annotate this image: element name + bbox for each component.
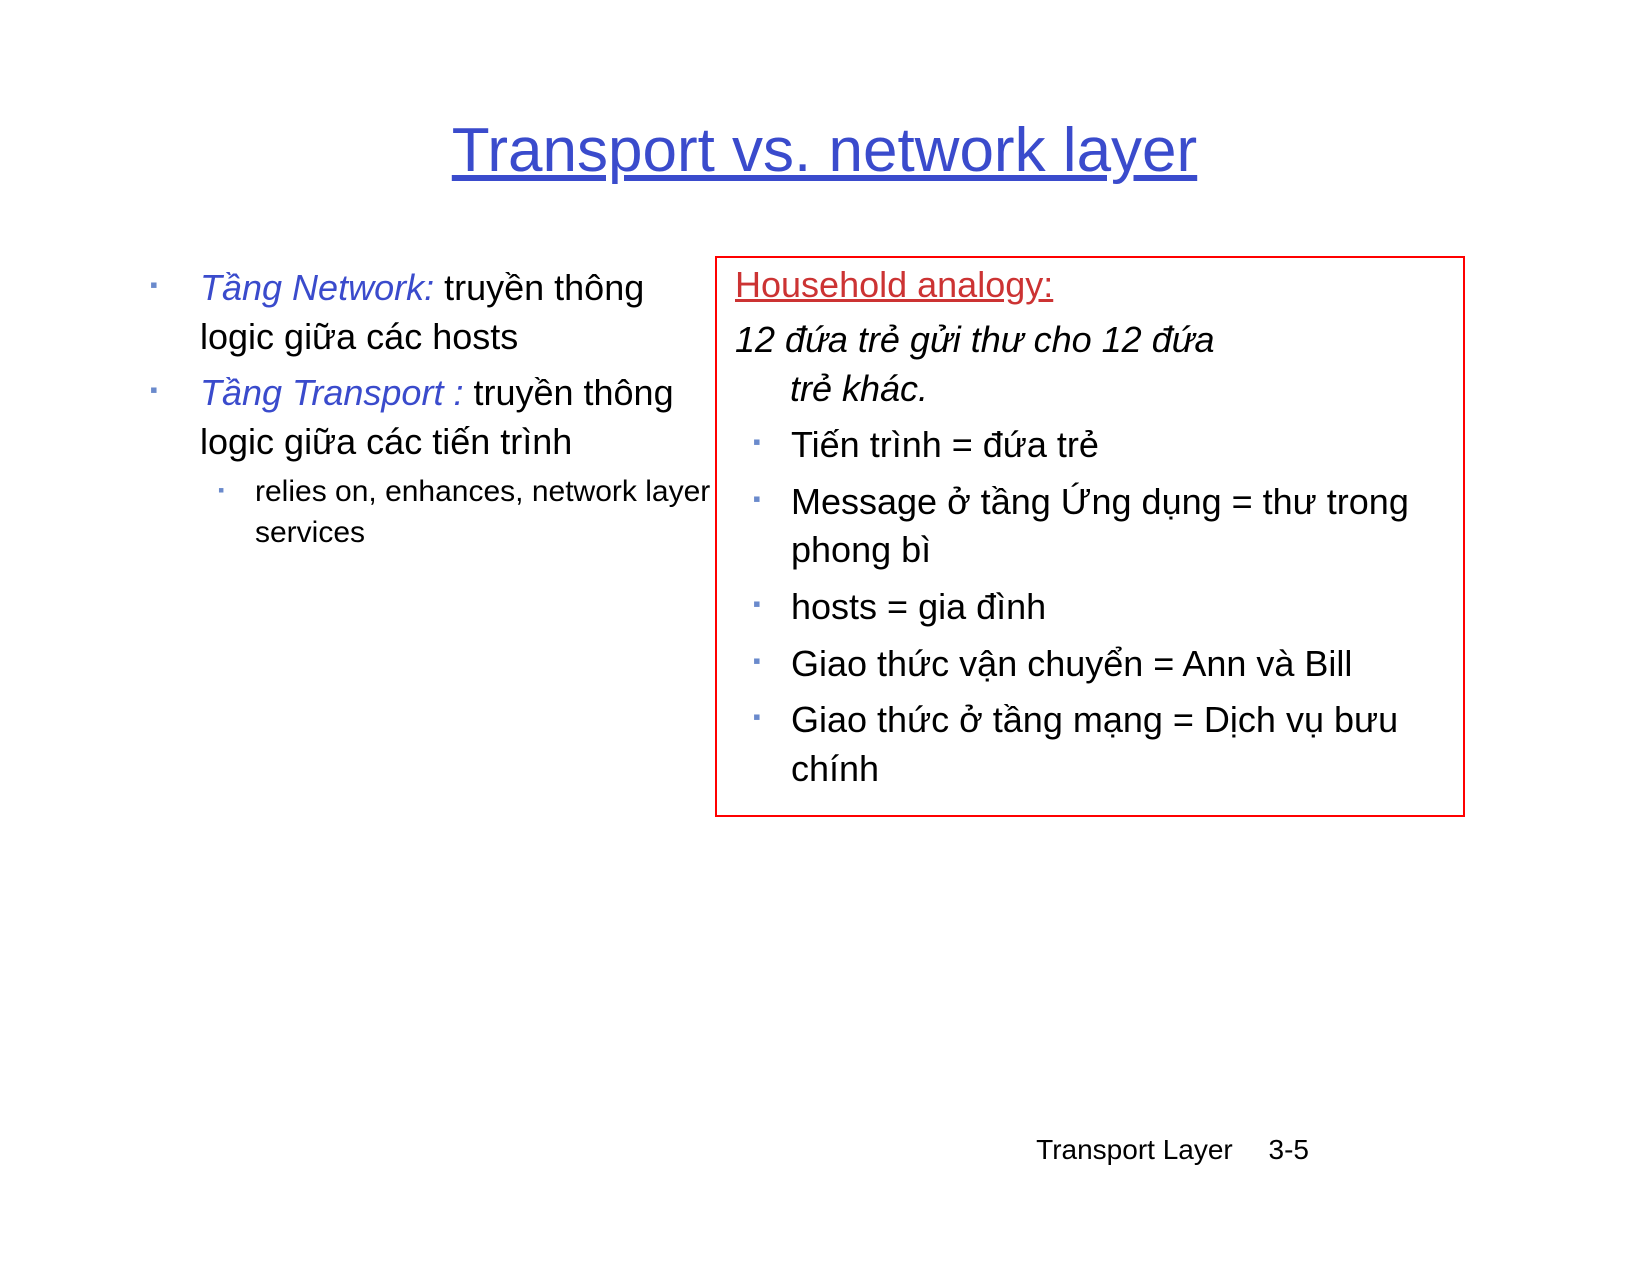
analogy-box: Household analogy: 12 đứa trẻ gửi thư ch…	[715, 256, 1465, 817]
bullet-list-right: Tiến trình = đứa trẻ Message ở tầng Ứng …	[731, 421, 1453, 793]
term-network: Tầng Network:	[200, 267, 434, 308]
slide: Transport vs. network layer Tầng Network…	[0, 0, 1649, 1274]
footer-page: 3-5	[1269, 1134, 1309, 1165]
list-item: Giao thức vận chuyển = Ann và Bill	[731, 640, 1453, 689]
sub-list-item: relies on, enhances, network layer servi…	[210, 472, 715, 553]
list-item: Tiến trình = đứa trẻ	[731, 421, 1453, 470]
list-item: Message ở tầng Ứng dụng = thư trong phon…	[731, 478, 1453, 575]
sub-list: relies on, enhances, network layer servi…	[200, 472, 715, 553]
slide-title: Transport vs. network layer	[140, 115, 1509, 186]
analogy-heading: Household analogy:	[731, 264, 1453, 306]
footer-label: Transport Layer	[1036, 1134, 1233, 1165]
slide-footer: Transport Layer 3-5	[1036, 1134, 1309, 1166]
list-item: hosts = gia đình	[731, 583, 1453, 632]
analogy-lead-line2: trẻ khác.	[735, 365, 1453, 414]
analogy-lead: 12 đứa trẻ gửi thư cho 12 đứa trẻ khác.	[731, 316, 1453, 413]
analogy-lead-line1: 12 đứa trẻ gửi thư cho 12 đứa	[735, 319, 1215, 360]
list-item: Giao thức ở tầng mạng = Dịch vụ bưu chín…	[731, 696, 1453, 793]
term-transport: Tầng Transport :	[200, 372, 463, 413]
list-item: Tầng Transport : truyền thông logic giữa…	[140, 369, 715, 553]
bullet-list-left: Tầng Network: truyền thông logic giữa cá…	[140, 264, 715, 553]
content-columns: Tầng Network: truyền thông logic giữa cá…	[140, 256, 1509, 817]
left-column: Tầng Network: truyền thông logic giữa cá…	[140, 256, 715, 561]
list-item: Tầng Network: truyền thông logic giữa cá…	[140, 264, 715, 361]
